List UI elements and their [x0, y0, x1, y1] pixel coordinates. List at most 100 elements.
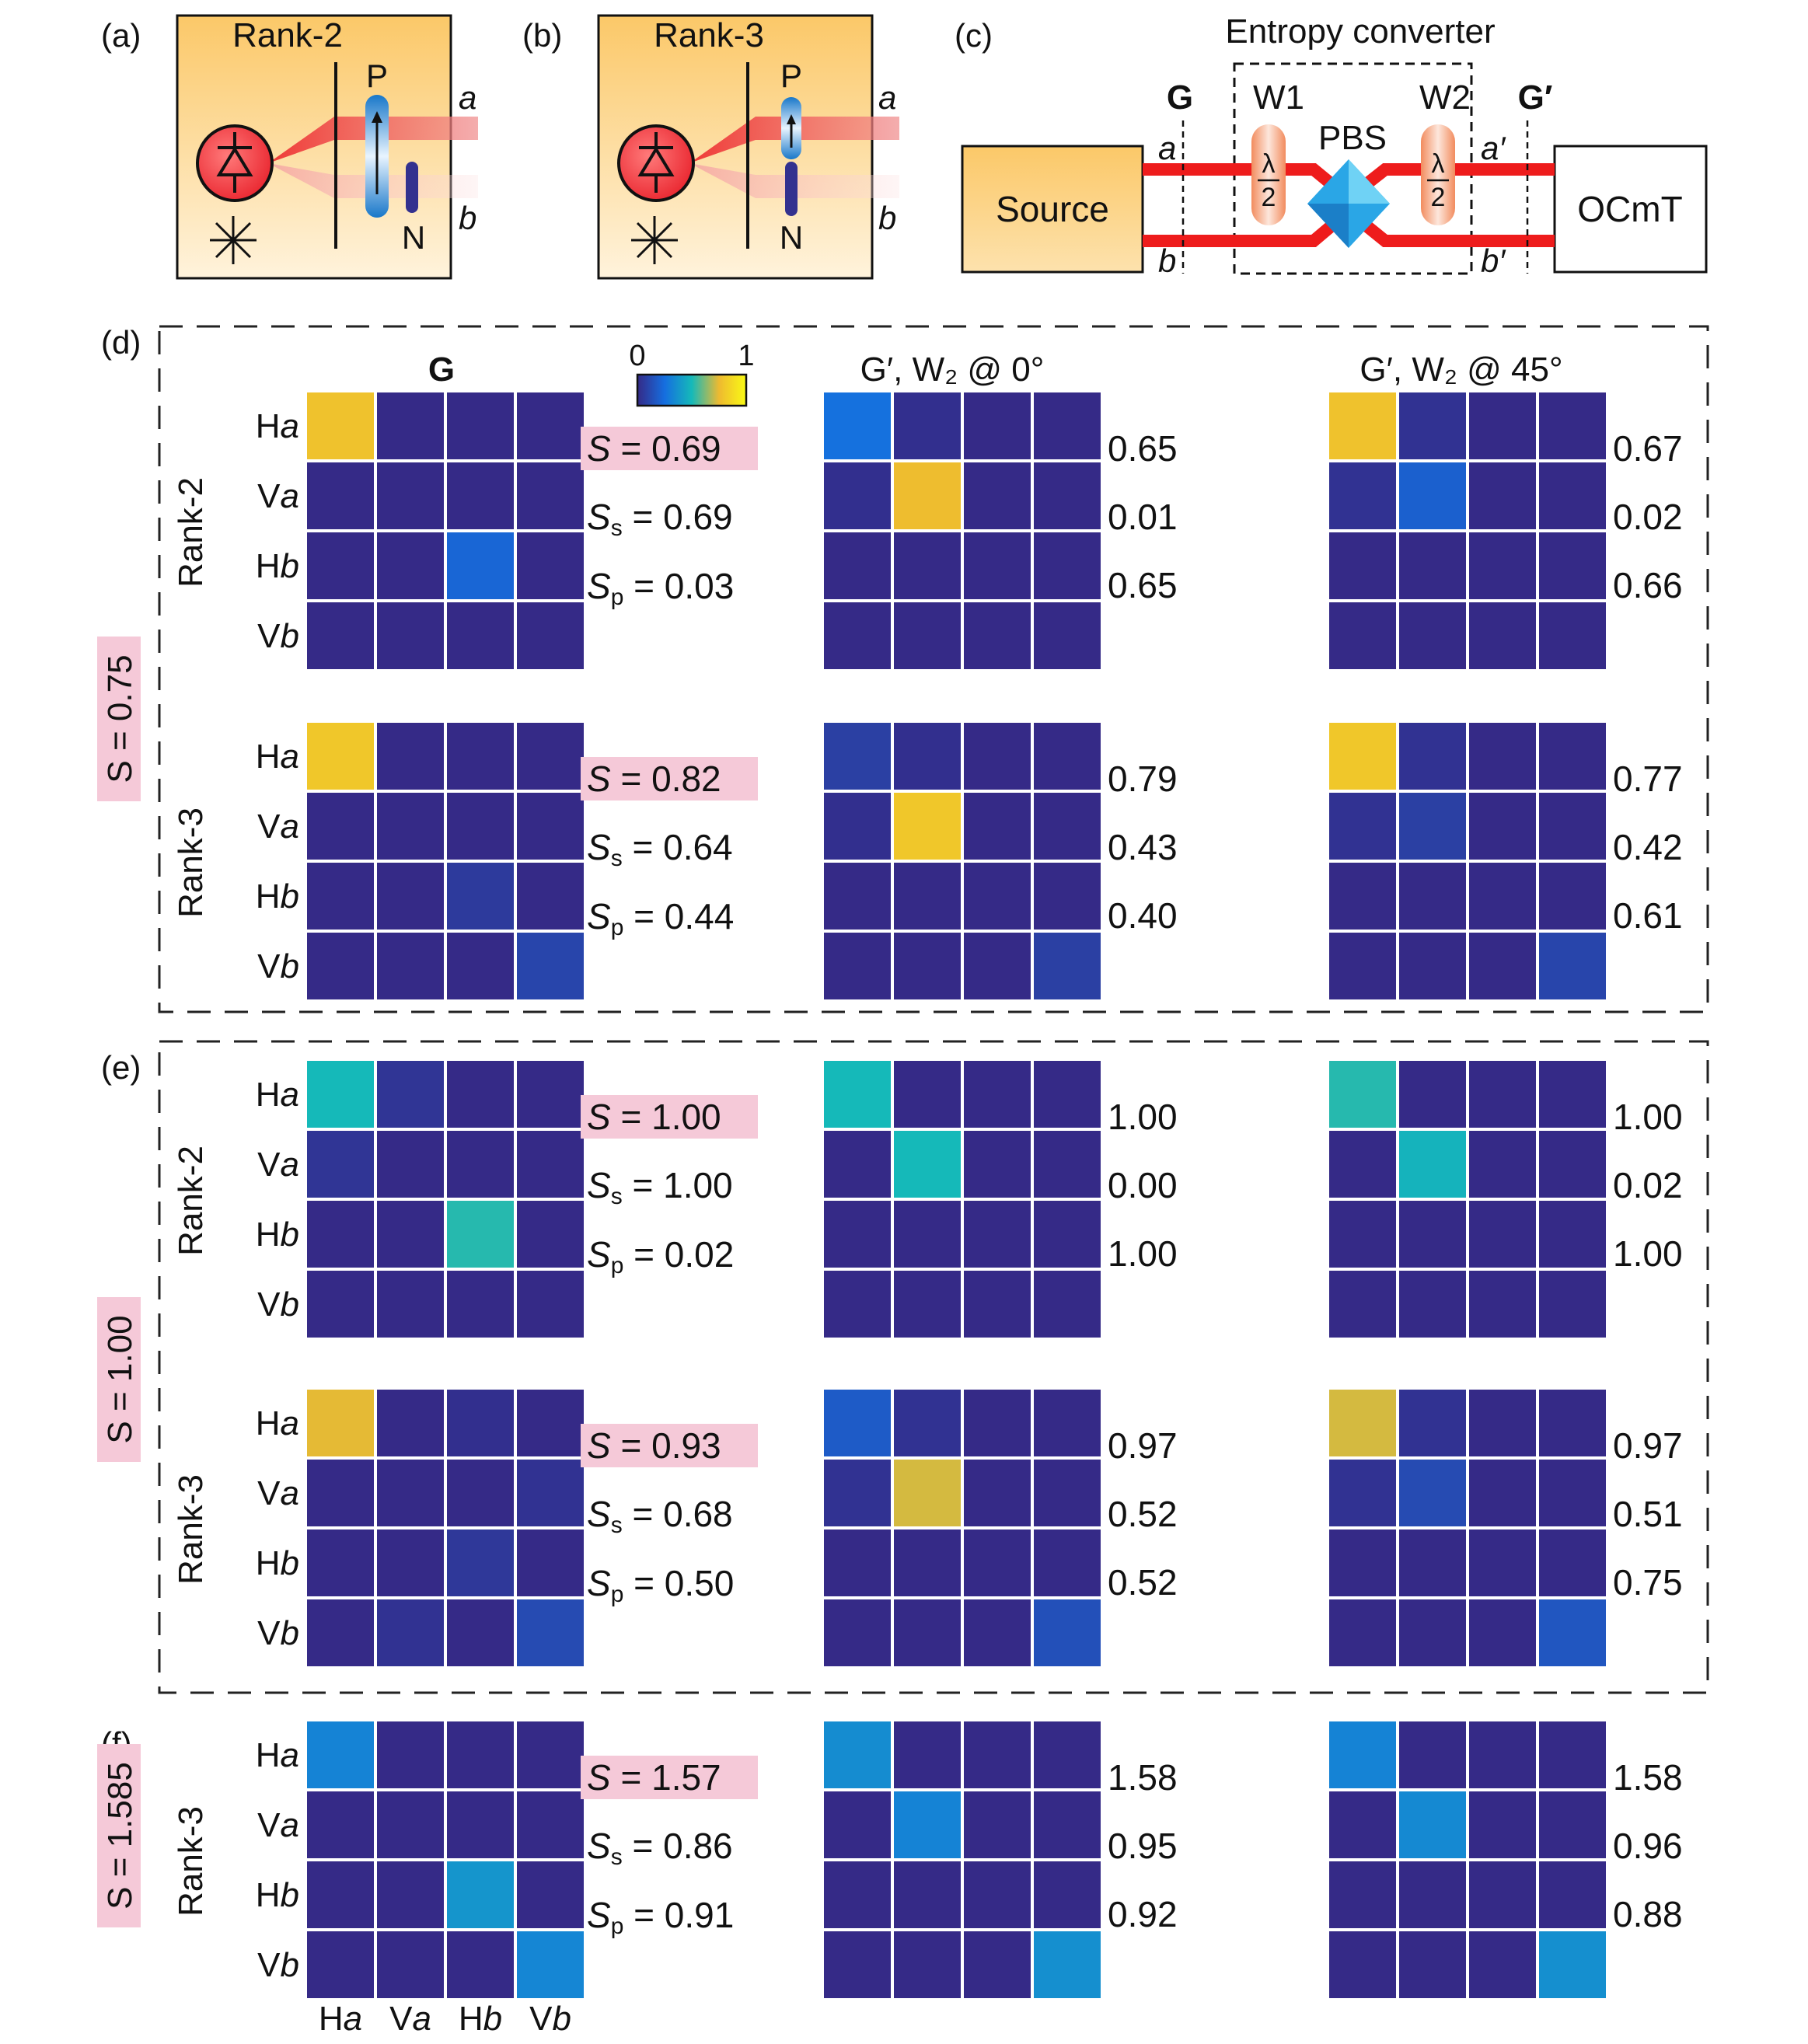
matrix-cell — [1329, 1460, 1396, 1526]
g-matrix — [307, 1390, 584, 1666]
section-d-box — [158, 325, 1709, 1013]
g-prime-45-matrix — [1329, 1390, 1606, 1666]
column-label: Vb — [529, 2000, 571, 2038]
w2-label: W2 — [1419, 78, 1471, 117]
g-prime-45-matrix — [1329, 1721, 1606, 1998]
matrix-cell — [824, 1721, 891, 1788]
matrix-cell — [1469, 1390, 1536, 1456]
row-label: Vb — [257, 1946, 299, 1984]
g-prime-0-value: 0.65 — [1108, 428, 1178, 469]
matrix-cell — [894, 1390, 961, 1456]
w1-denominator: 2 — [1262, 183, 1276, 212]
matrix-cell — [1329, 1131, 1396, 1198]
matrix-cell — [447, 1530, 514, 1596]
matrix-cell — [1539, 602, 1606, 669]
matrix-cell — [1034, 462, 1101, 529]
matrix-cell — [964, 1390, 1031, 1456]
row-label: Vb — [257, 1285, 299, 1324]
matrix-cell — [1539, 532, 1606, 599]
panel-b-port-b: b — [878, 200, 896, 236]
matrix-cell — [894, 1271, 961, 1338]
matrix-cell — [307, 1061, 374, 1128]
matrix-cell — [824, 1131, 891, 1198]
matrix-cell — [894, 1861, 961, 1928]
row-label: Va — [257, 1806, 299, 1844]
entropy-ss-text: Ss = 0.68 — [587, 1494, 733, 1538]
matrix-cell — [1399, 532, 1466, 599]
matrix-cell — [824, 1599, 891, 1666]
matrix-cell — [964, 392, 1031, 459]
matrix-cell — [964, 723, 1031, 790]
matrix-cell — [1469, 723, 1536, 790]
matrix-cell — [307, 1721, 374, 1788]
row-label: Vb — [257, 1614, 299, 1652]
matrix-cell — [894, 793, 961, 860]
matrix-cell — [894, 1530, 961, 1596]
panel-a-p-label: P — [366, 58, 388, 94]
matrix-cell — [1539, 1390, 1606, 1456]
diode-symbol-icon — [216, 132, 253, 193]
g-prime-0-matrix — [824, 723, 1101, 999]
entropy-ss-text: Ss = 0.64 — [587, 827, 733, 871]
side-label-highlight — [97, 1297, 141, 1462]
matrix-cell — [964, 1460, 1031, 1526]
matrix-cell — [517, 1931, 584, 1998]
matrix-cell — [1329, 1931, 1396, 1998]
matrix-cell — [517, 1460, 584, 1526]
matrix-cell — [1469, 462, 1536, 529]
matrix-cell — [377, 1721, 444, 1788]
g-prime-0-value: 0.92 — [1108, 1894, 1178, 1934]
matrix-cell — [1469, 602, 1536, 669]
matrix-cell — [307, 1791, 374, 1858]
g-prime-45-value: 0.02 — [1613, 497, 1683, 537]
matrix-cell — [1469, 933, 1536, 999]
entropy-s-highlight — [581, 1756, 758, 1799]
matrix-cell — [894, 602, 961, 669]
matrix-panels: (d) S = 0.75 Rank-2 Ha Va Hb Vb S = 0.69 Ss = 0.… — [97, 324, 1683, 2038]
matrix-cell — [1539, 1271, 1606, 1338]
g-prime-45-value: 0.75 — [1613, 1562, 1683, 1603]
g-prime-0-value: 0.95 — [1108, 1826, 1178, 1866]
g-prime-45-value: 0.88 — [1613, 1894, 1683, 1934]
matrix-cell — [307, 793, 374, 860]
entropy-s: S = 1.00 — [581, 1095, 758, 1139]
matrix-cell — [964, 602, 1031, 669]
matrix-cell — [964, 1061, 1031, 1128]
matrix-cell — [1399, 1721, 1466, 1788]
matrix-cell — [824, 1460, 891, 1526]
source-label: Source — [996, 189, 1109, 229]
matrix-cell — [307, 1530, 374, 1596]
row-label: Ha — [256, 407, 299, 445]
entropy-ss: Ss = 0.68 — [587, 1494, 733, 1538]
w2-denominator: 2 — [1431, 183, 1446, 212]
port-a: a — [1158, 130, 1176, 166]
g-prime-0-value: 0.52 — [1108, 1494, 1178, 1534]
matrix-cell — [1469, 1131, 1536, 1198]
matrix-cell — [1329, 1390, 1396, 1456]
matrix-cell — [307, 392, 374, 459]
matrix-cell — [447, 1721, 514, 1788]
matrix-cell — [964, 863, 1031, 930]
panel-a-port-a: a — [459, 79, 476, 116]
matrix-cell — [1469, 1931, 1536, 1998]
section-tag: (d) — [101, 324, 141, 361]
g-prime-0-value: 0.43 — [1108, 827, 1178, 867]
matrix-cell — [1329, 1861, 1396, 1928]
matrix-cell — [307, 1271, 374, 1338]
g-prime-0-matrix — [824, 1390, 1101, 1666]
matrix-cell — [517, 1131, 584, 1198]
matrix-cell — [1034, 1131, 1101, 1198]
matrix-cell — [1329, 462, 1396, 529]
entropy-sp-text: Sp = 0.91 — [587, 1895, 734, 1939]
matrix-cell — [307, 933, 374, 999]
matrix-cell — [1034, 793, 1101, 860]
entropy-s: S = 1.57 — [581, 1756, 758, 1799]
g-prime-45-value: 1.00 — [1613, 1233, 1683, 1274]
g-matrix — [307, 723, 584, 999]
row-label: Ha — [256, 1736, 299, 1774]
matrix-cell — [1034, 1201, 1101, 1268]
w1-lambda: λ — [1262, 149, 1276, 179]
matrix-cell — [894, 392, 961, 459]
matrix-cell — [1399, 1861, 1466, 1928]
